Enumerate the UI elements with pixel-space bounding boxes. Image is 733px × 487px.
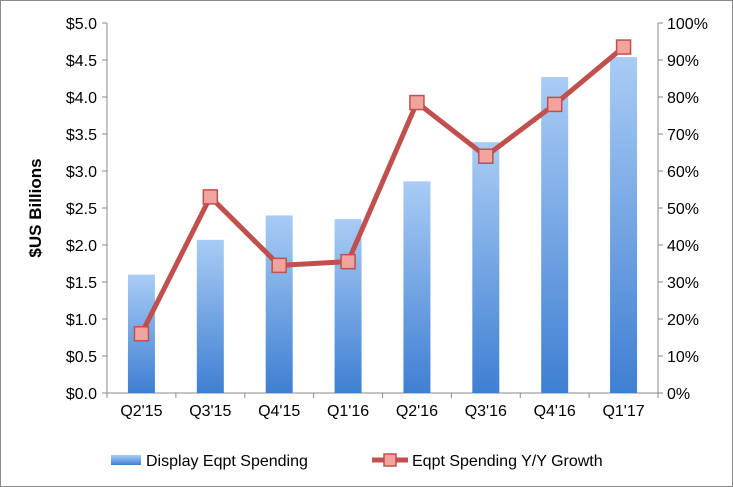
right-tick-label: 20%	[667, 312, 699, 329]
growth-marker	[133, 326, 150, 342]
legend-marker-swatch	[383, 453, 397, 467]
x-tick-label: Q3'15	[189, 403, 231, 420]
bar	[472, 142, 500, 393]
legend-line-label: Eqpt Spending Y/Y Growth	[412, 453, 603, 470]
x-tick-label: Q2'16	[396, 403, 438, 420]
left-tick-label: $1.5	[66, 275, 97, 292]
growth-marker	[340, 253, 356, 270]
x-tick-label: Q2'15	[120, 403, 162, 420]
x-tick-label: Q4'16	[534, 403, 576, 420]
growth-marker	[546, 96, 563, 113]
growth-marker	[271, 257, 287, 274]
left-tick-label: $0.0	[66, 386, 97, 403]
left-tick-label: $0.5	[66, 349, 97, 366]
growth-line	[139, 45, 626, 335]
right-tick-label: 0%	[667, 386, 690, 403]
left-tick-label: $5.0	[66, 16, 97, 33]
bar	[541, 77, 569, 394]
bar-series	[127, 57, 638, 394]
left-tick-label: $4.5	[66, 53, 97, 70]
y-axis-label: $US Billions	[26, 158, 45, 257]
bar	[265, 215, 293, 393]
left-tick-label: $1.0	[66, 312, 97, 329]
right-tick-label: 70%	[667, 127, 699, 144]
right-tick-label: 30%	[667, 275, 699, 292]
legend: Display Eqpt Spending Eqpt Spending Y/Y …	[111, 453, 603, 470]
bar	[334, 219, 362, 393]
legend-bar-swatch	[111, 455, 141, 465]
x-tick-label: Q1'17	[602, 403, 644, 420]
left-tick-label: $3.0	[66, 164, 97, 181]
axes	[102, 22, 663, 398]
growth-marker	[478, 148, 494, 164]
right-tick-label: 10%	[667, 349, 699, 366]
legend-bar-label: Display Eqpt Spending	[146, 453, 308, 470]
bar	[610, 57, 638, 393]
right-tick-label: 90%	[667, 53, 699, 70]
right-tick-label: 100%	[667, 16, 708, 33]
x-tick-label: Q1'16	[327, 403, 369, 420]
right-tick-label: 50%	[667, 201, 699, 218]
left-tick-label: $3.5	[66, 127, 97, 144]
right-tick-label: 40%	[667, 238, 699, 255]
x-tick-label: Q3'16	[465, 403, 507, 420]
bar	[403, 181, 431, 393]
left-tick-label: $2.0	[66, 238, 97, 255]
growth-marker	[409, 94, 425, 111]
line-series	[133, 39, 632, 342]
right-tick-label: 80%	[667, 90, 699, 107]
x-tick-label: Q4'15	[258, 403, 300, 420]
bar	[196, 239, 224, 393]
growth-marker	[202, 189, 219, 205]
tick-labels: $0.0 $0.5 $1.0 $1.5 $2.0 $2.5 $3.0 $3.5 $4.0 $4.5…	[66, 16, 708, 420]
left-tick-label: $2.5	[66, 201, 97, 218]
left-tick-label: $4.0	[66, 90, 97, 107]
right-tick-label: 60%	[667, 164, 699, 181]
growth-marker	[615, 39, 632, 55]
